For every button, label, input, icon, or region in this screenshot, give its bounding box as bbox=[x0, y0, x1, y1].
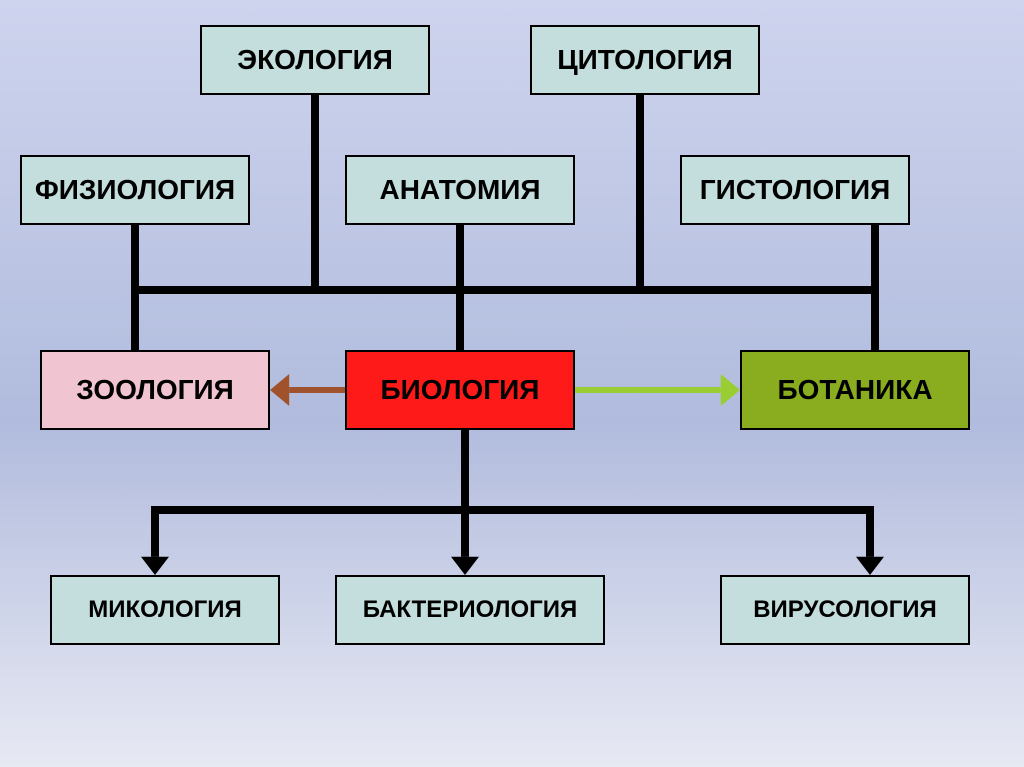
node-zoology: ЗООЛОГИЯ bbox=[40, 350, 270, 430]
node-mycology-label: МИКОЛОГИЯ bbox=[88, 596, 242, 624]
node-botany: БОТАНИКА bbox=[740, 350, 970, 430]
node-histology: ГИСТОЛОГИЯ bbox=[680, 155, 910, 225]
node-bacteriology-label: БАКТЕРИОЛОГИЯ bbox=[363, 596, 578, 624]
diagram-stage: ЭКОЛОГИЯ ЦИТОЛОГИЯ ФИЗИОЛОГИЯ АНАТОМИЯ ГИСТО… bbox=[0, 0, 1024, 767]
node-botany-label: БОТАНИКА bbox=[777, 374, 932, 406]
node-anatomy-label: АНАТОМИЯ bbox=[379, 174, 540, 206]
node-virology-label: ВИРУСОЛОГИЯ bbox=[753, 596, 937, 624]
node-bacteriology: БАКТЕРИОЛОГИЯ bbox=[335, 575, 605, 645]
node-ecology: ЭКОЛОГИЯ bbox=[200, 25, 430, 95]
node-virology: ВИРУСОЛОГИЯ bbox=[720, 575, 970, 645]
node-zoology-label: ЗООЛОГИЯ bbox=[76, 374, 234, 406]
node-physiology-label: ФИЗИОЛОГИЯ bbox=[35, 174, 235, 206]
node-cytology: ЦИТОЛОГИЯ bbox=[530, 25, 760, 95]
node-mycology: МИКОЛОГИЯ bbox=[50, 575, 280, 645]
node-histology-label: ГИСТОЛОГИЯ bbox=[700, 174, 891, 206]
node-anatomy: АНАТОМИЯ bbox=[345, 155, 575, 225]
node-biology-label: БИОЛОГИЯ bbox=[381, 374, 540, 406]
node-cytology-label: ЦИТОЛОГИЯ bbox=[557, 44, 733, 76]
node-physiology: ФИЗИОЛОГИЯ bbox=[20, 155, 250, 225]
node-biology: БИОЛОГИЯ bbox=[345, 350, 575, 430]
node-ecology-label: ЭКОЛОГИЯ bbox=[237, 44, 393, 76]
